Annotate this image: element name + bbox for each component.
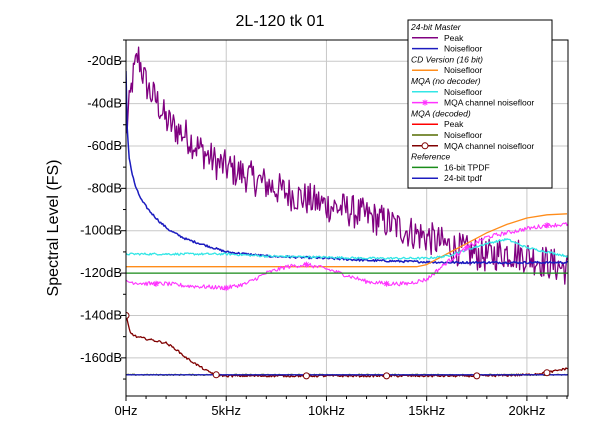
y-tick-label: -160dB	[80, 350, 122, 365]
circle-marker	[302, 372, 310, 380]
legend-entry-label: Peak	[444, 33, 464, 43]
legend-entry-label: Noisefloor	[444, 44, 482, 54]
legend-entry-label: Noisefloor	[444, 87, 482, 97]
legend-group-title: MQA (no decoder)	[411, 76, 481, 86]
star-marker	[543, 222, 550, 229]
legend-entry-label: MQA channel noisefloor	[444, 141, 534, 151]
circle-marker	[212, 371, 220, 379]
circle-marker	[383, 372, 391, 380]
y-tick-label: -80dB	[87, 180, 122, 195]
star-marker	[463, 244, 470, 251]
y-tick-label: -140dB	[80, 307, 122, 322]
circle-marker	[543, 369, 551, 377]
chart-title: 2L-120 tk 01	[236, 13, 325, 30]
axes: 0Hz 5kHz 10kHz 15kHz 20kHz -20dB -40dB -60dB -80…	[80, 39, 568, 418]
y-tick-label: -40dB	[87, 96, 122, 111]
plot-frame	[125, 39, 569, 397]
x-tick-label: 0Hz	[114, 403, 137, 418]
x-tick-label: 20kHz	[508, 403, 545, 418]
legend-star-marker	[422, 99, 428, 106]
series-line-mqa-dec-channel	[126, 314, 568, 378]
legend-entry-label: Noisefloor	[444, 65, 482, 75]
series-line-master-noisefloor	[126, 70, 568, 265]
legend-entry-label: MQA channel noisefloor	[444, 98, 534, 108]
legend-group-title: Reference	[411, 152, 450, 162]
star-marker	[303, 261, 310, 268]
circle-marker	[126, 311, 130, 319]
x-tick-label: 15kHz	[408, 403, 445, 418]
legend-entry-label: 24-bit tpdf	[444, 173, 482, 183]
series-line-master-peak	[126, 46, 568, 285]
series-line-cd-noisefloor	[126, 213, 568, 268]
star-marker	[153, 280, 160, 287]
circle-marker	[473, 372, 481, 380]
y-tick-label: -60dB	[87, 138, 122, 153]
legend-circle-marker	[421, 142, 429, 150]
series-layer	[126, 46, 568, 380]
y-tick-label: -100dB	[80, 223, 122, 238]
legend-entry-label: Noisefloor	[444, 130, 482, 140]
legend-entry-label: 16-bit TPDF	[444, 162, 490, 172]
legend-entry-label: Peak	[444, 119, 464, 129]
star-marker	[223, 284, 230, 291]
x-tick-label: 5kHz	[211, 403, 241, 418]
y-axis-label: Spectral Level (FS)	[45, 160, 62, 297]
legend-group-title: MQA (decoded)	[411, 108, 471, 118]
y-tick-label: -120dB	[80, 265, 122, 280]
x-tick-label: 10kHz	[308, 403, 345, 418]
star-marker	[383, 280, 390, 287]
legend-group-title: CD Version (16 bit)	[411, 54, 483, 64]
y-tick-label: -20dB	[87, 53, 122, 68]
legend-group-title: 24-bit Master	[410, 22, 462, 32]
series-line-mqa-nodec-noisefloor	[126, 238, 568, 260]
series-line-mqa-channel-nodec	[126, 222, 568, 291]
